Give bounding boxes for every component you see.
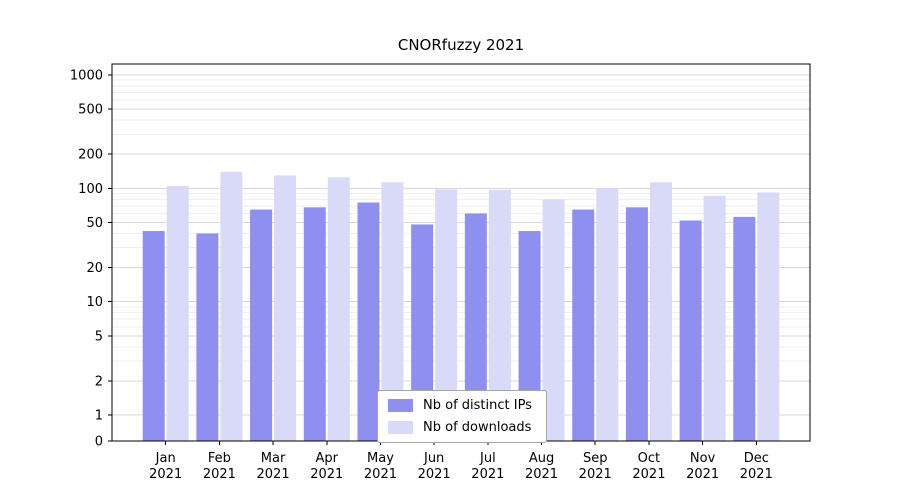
- bar-nb-of-downloads-apr: [327, 177, 350, 441]
- bar-nb-of-downloads-dec: [757, 192, 780, 441]
- x-tick-label-month: Jan: [155, 451, 176, 466]
- bar-nb-of-downloads-aug: [542, 199, 565, 441]
- x-tick-label-month: Sep: [583, 451, 608, 466]
- y-tick-label: 500: [78, 103, 103, 118]
- legend-swatch-distinct-ips: [388, 399, 413, 412]
- bar-nb-of-downloads-feb: [220, 171, 243, 441]
- y-tick-label: 10: [86, 295, 103, 310]
- bar-nb-of-downloads-jun: [435, 189, 458, 441]
- x-tick-label-month: Aug: [529, 451, 554, 466]
- bar-nb-of-distinct-ips-feb: [196, 233, 219, 441]
- bar-nb-of-distinct-ips-jan: [142, 231, 165, 441]
- legend-item-distinct-ips: Nb of distinct IPs: [388, 398, 532, 413]
- x-tick-label-month: May: [367, 451, 394, 466]
- x-tick-label-year: 2021: [257, 467, 290, 482]
- bar-nb-of-distinct-ips-dec: [733, 216, 756, 441]
- x-tick-label-month: Jul: [479, 451, 496, 466]
- y-tick-label: 2: [95, 374, 103, 389]
- x-tick-label-year: 2021: [310, 467, 343, 482]
- bar-nb-of-distinct-ips-mar: [250, 209, 273, 441]
- y-tick-label: 1: [95, 409, 103, 424]
- x-tick-label-month: Dec: [744, 451, 769, 466]
- x-tick-label-year: 2021: [203, 467, 236, 482]
- bar-nb-of-distinct-ips-oct: [625, 207, 648, 441]
- y-tick-label: 100: [78, 182, 103, 197]
- bar-nb-of-downloads-oct: [649, 182, 672, 441]
- bar-nb-of-downloads-jul: [488, 189, 511, 441]
- y-tick-label: 20: [86, 261, 103, 276]
- x-tick-label-year: 2021: [740, 467, 773, 482]
- y-tick-label: 1000: [70, 69, 103, 84]
- legend-label-distinct-ips: Nb of distinct IPs: [423, 398, 532, 413]
- x-tick-label-month: Apr: [316, 451, 339, 466]
- x-tick-label-year: 2021: [686, 467, 719, 482]
- x-tick-label-month: Mar: [261, 451, 286, 466]
- x-tick-label-year: 2021: [418, 467, 451, 482]
- bar-nb-of-distinct-ips-jul: [464, 213, 487, 441]
- x-tick-label-year: 2021: [149, 467, 182, 482]
- legend: Nb of distinct IPs Nb of downloads: [377, 390, 547, 443]
- x-tick-label-year: 2021: [364, 467, 397, 482]
- x-tick-label-month: Jun: [423, 451, 444, 466]
- bar-nb-of-distinct-ips-nov: [679, 220, 702, 441]
- x-tick-label-month: Nov: [690, 451, 716, 466]
- bar-nb-of-distinct-ips-jun: [411, 224, 434, 441]
- y-tick-label: 200: [78, 148, 103, 163]
- legend-item-downloads: Nb of downloads: [388, 420, 532, 435]
- bar-nb-of-downloads-nov: [703, 195, 726, 441]
- bar-nb-of-distinct-ips-aug: [518, 231, 541, 441]
- bar-nb-of-downloads-mar: [274, 175, 297, 442]
- bar-nb-of-downloads-may: [381, 182, 404, 441]
- bar-nb-of-distinct-ips-sep: [572, 209, 595, 441]
- x-tick-label-year: 2021: [525, 467, 558, 482]
- x-tick-label-month: Oct: [638, 451, 660, 466]
- x-tick-label-month: Feb: [208, 451, 231, 466]
- y-tick-label: 0: [95, 435, 103, 450]
- bar-nb-of-downloads-jan: [166, 185, 189, 441]
- bar-nb-of-distinct-ips-may: [357, 202, 380, 441]
- x-tick-label-year: 2021: [632, 467, 665, 482]
- y-tick-label: 50: [86, 216, 103, 231]
- legend-swatch-downloads: [388, 421, 413, 434]
- bar-nb-of-distinct-ips-apr: [303, 207, 326, 441]
- bar-nb-of-downloads-sep: [596, 188, 619, 441]
- y-tick-label: 5: [95, 329, 103, 344]
- x-tick-label-year: 2021: [471, 467, 504, 482]
- chart-title: CNORfuzzy 2021: [397, 36, 525, 54]
- x-tick-label-year: 2021: [579, 467, 612, 482]
- legend-label-downloads: Nb of downloads: [423, 420, 532, 435]
